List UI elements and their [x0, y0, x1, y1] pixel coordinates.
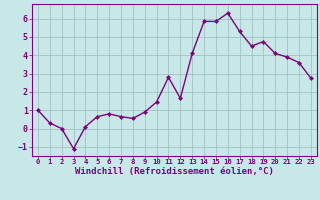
X-axis label: Windchill (Refroidissement éolien,°C): Windchill (Refroidissement éolien,°C)	[75, 167, 274, 176]
